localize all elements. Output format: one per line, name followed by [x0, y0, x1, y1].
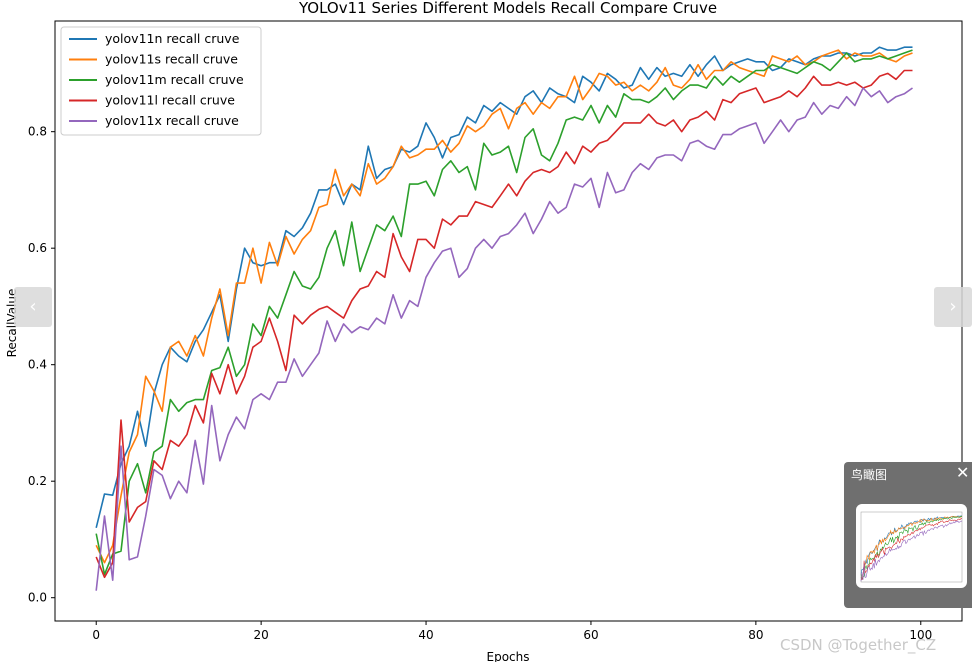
- series-line-4: [95, 87, 913, 591]
- y-tick-label: 0.0: [28, 591, 47, 605]
- legend-label: yolov11l recall cruve: [105, 93, 235, 108]
- minimap-series-line-3: [860, 518, 962, 581]
- minimap-panel: 鸟瞰图 ✕: [844, 462, 972, 608]
- y-tick-label: 0.6: [28, 241, 47, 255]
- y-tick-label: 0.8: [28, 125, 47, 139]
- minimap-thumbnail[interactable]: [856, 504, 967, 588]
- minimap-series-line-2: [860, 515, 963, 581]
- x-tick-label: 0: [92, 628, 100, 642]
- watermark: CSDN @Together_CZ: [780, 636, 937, 654]
- y-tick-label: 0.4: [28, 358, 47, 372]
- previous-image-button[interactable]: ‹: [14, 287, 52, 327]
- y-tick-label: 0.2: [28, 474, 47, 488]
- series-line-3: [95, 69, 913, 579]
- minimap-series-line-1: [860, 515, 963, 579]
- legend: yolov11n recall cruve yolov11s recall cru…: [60, 26, 262, 136]
- series-line-0: [95, 46, 913, 528]
- legend-label: yolov11n recall cruve: [105, 31, 240, 46]
- legend-label: yolov11m recall cruve: [105, 72, 244, 87]
- next-image-button[interactable]: ›: [934, 287, 972, 327]
- minimap-frame: [860, 511, 963, 583]
- legend-label: yolov11s recall cruve: [105, 52, 238, 67]
- minimap-title: 鸟瞰图: [851, 468, 888, 482]
- x-tick-label: 80: [748, 628, 763, 642]
- series-line-2: [95, 49, 913, 576]
- minimap-series-line-4: [860, 520, 963, 582]
- x-tick-label: 20: [253, 628, 268, 642]
- ticks-layer: 0 20 40 60 80 100 0.0 0.2 0.4 0.6 0.8: [28, 125, 932, 642]
- x-tick-label: 40: [418, 628, 433, 642]
- series-layer: [95, 46, 913, 591]
- close-icon[interactable]: ✕: [956, 463, 970, 482]
- chart-title: YOLOv11 Series Different Models Recall C…: [298, 0, 717, 17]
- x-axis-label: Epochs: [487, 650, 530, 662]
- minimap-chart-thumbnail: [860, 511, 963, 583]
- series-line-1: [95, 49, 913, 564]
- legend-label: yolov11x recall cruve: [105, 113, 239, 128]
- x-tick-label: 60: [583, 628, 598, 642]
- legend-box: [60, 26, 262, 136]
- x-tick-label: 100: [909, 628, 932, 642]
